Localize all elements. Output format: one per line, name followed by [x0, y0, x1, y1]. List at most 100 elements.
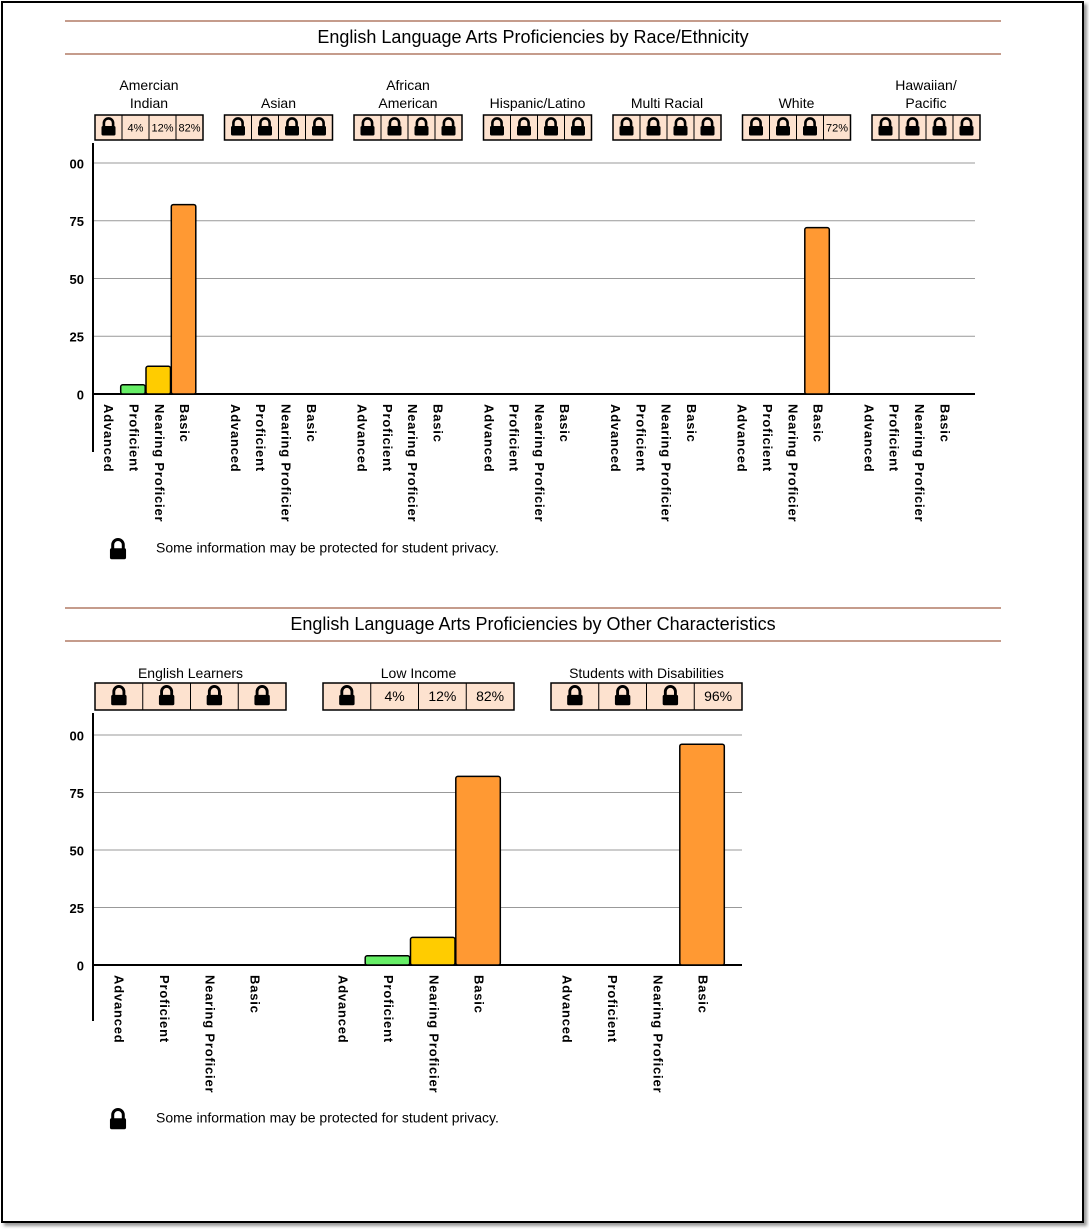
lock-body [662, 694, 679, 706]
lock-shackle [286, 117, 298, 127]
footnote: Some information may be protected for st… [156, 540, 499, 556]
value-label: 96% [704, 688, 732, 704]
lock-body [109, 1118, 127, 1130]
lock-shackle [568, 685, 582, 696]
x-tick-label: Proficient [605, 975, 620, 1043]
x-tick-label: Nearing Proficier [405, 404, 420, 522]
group-name: Asian [260, 95, 297, 111]
lock-icon [111, 685, 127, 706]
x-tick-label: Advanced [228, 404, 243, 473]
lock-shackle [111, 1108, 125, 1119]
lock-body [387, 126, 402, 136]
lock-icon [544, 117, 558, 136]
lock-shackle [340, 685, 354, 696]
lock-icon [285, 117, 299, 136]
lock-body [905, 126, 920, 136]
lock-body [254, 694, 270, 706]
lock-body [959, 126, 974, 136]
x-tick-label: Advanced [481, 404, 496, 473]
group-name: Amercian Indian [119, 77, 179, 111]
lock-body [111, 694, 127, 706]
x-tick-label: Nearing Proficier [650, 975, 665, 1093]
lock-body [109, 548, 127, 560]
note-lock-icon [109, 1108, 127, 1130]
bar [170, 203, 197, 395]
lock-shackle [750, 117, 762, 127]
value-label: 4% [128, 122, 144, 134]
lock-shackle [255, 685, 269, 696]
lock-icon [905, 117, 920, 136]
lock-body [932, 126, 947, 136]
lock-shackle [112, 685, 126, 696]
bar [409, 936, 456, 966]
y-tick-label: 50 [70, 272, 84, 287]
lock-shackle [232, 117, 244, 127]
lock-icon [414, 117, 429, 136]
lock-icon [387, 117, 402, 136]
group-label: Hawaiian/ Pacific [877, 74, 975, 112]
x-tick-label: Proficient [633, 404, 648, 472]
lock-body [414, 126, 429, 136]
x-tick-label: Proficient [253, 404, 268, 472]
lock-icon [312, 117, 326, 136]
lock-shackle [207, 685, 221, 696]
group-name: White [778, 95, 815, 111]
x-tick-label: Advanced [336, 975, 351, 1044]
x-tick-label: Nearing Proficier [659, 404, 674, 522]
group-name: Low Income [380, 665, 457, 681]
lock-body [285, 126, 299, 136]
lock-shackle [313, 117, 325, 127]
lock-shackle [491, 117, 503, 127]
group-name: Multi Racial [630, 95, 704, 111]
lock-shackle [388, 117, 401, 127]
lock-shackle [663, 685, 677, 696]
lock-body [646, 126, 661, 136]
bar [364, 955, 411, 966]
lock-icon [339, 685, 355, 706]
x-tick-label: Proficient [887, 404, 902, 472]
lock-icon [959, 117, 974, 136]
lock-shackle [804, 117, 816, 127]
lock-body [619, 126, 634, 136]
x-tick-label: Nearing Proficier [279, 404, 294, 522]
lock-body [544, 126, 558, 136]
y-tick-label: 50 [70, 843, 84, 858]
lock-shackle [361, 117, 374, 127]
lock-body [700, 126, 715, 136]
lock-body [571, 126, 585, 136]
lock-icon [878, 117, 893, 136]
x-tick-label: Advanced [560, 975, 575, 1044]
x-tick-label: Advanced [101, 404, 116, 473]
lock-shackle [111, 538, 125, 549]
x-tick-label: Basic [431, 404, 446, 443]
group-name: Hispanic/Latino [489, 95, 586, 111]
lock-body [673, 126, 688, 136]
lock-shackle [960, 117, 973, 127]
value-label: 12% [151, 122, 173, 134]
lock-icon [101, 117, 116, 136]
lock-shackle [701, 117, 714, 127]
lock-shackle [102, 117, 115, 127]
x-tick-label: Advanced [735, 404, 750, 473]
lock-icon [673, 117, 688, 136]
lock-icon [360, 117, 375, 136]
y-tick-label: 00 [70, 156, 84, 171]
value-label: 82% [178, 122, 200, 134]
lock-icon [158, 685, 175, 706]
group-label: African American [359, 74, 457, 112]
lock-icon [700, 117, 715, 136]
lock-icon [517, 117, 531, 136]
bar [455, 775, 502, 966]
lock-shackle [933, 117, 946, 127]
group-name: Hawaiian/ Pacific [895, 77, 957, 111]
group-name: African American [378, 77, 438, 111]
y-tick-label: 0 [77, 958, 84, 973]
group-name: English Learners [137, 665, 244, 681]
group-label: White [748, 74, 846, 112]
lock-icon [567, 685, 583, 706]
lock-icon [646, 117, 661, 136]
lock-icon [206, 685, 223, 706]
footnote: Some information may be protected for st… [156, 1110, 499, 1126]
x-tick-label: Advanced [355, 404, 370, 473]
lock-shackle [879, 117, 892, 127]
